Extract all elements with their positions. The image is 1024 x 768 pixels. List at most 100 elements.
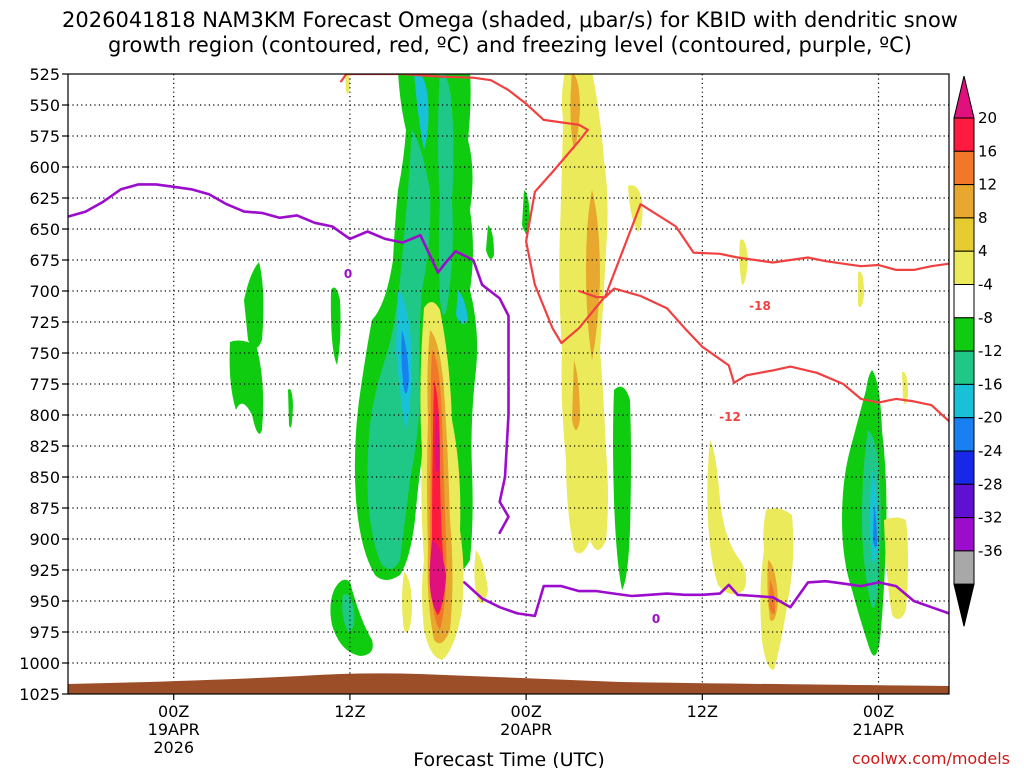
omega-blob (342, 594, 355, 632)
x-tick-label: 12Z (334, 702, 365, 721)
y-tick-label: 650 (29, 220, 60, 239)
omega-blob (707, 440, 747, 594)
omega-blob (858, 271, 864, 308)
omega-blob (456, 290, 468, 324)
colorbar-swatch (953, 284, 975, 319)
colorbar-swatch (953, 450, 975, 485)
y-tick-label: 575 (29, 127, 60, 146)
y-tick-label: 925 (29, 561, 60, 580)
omega-blob (559, 74, 608, 554)
contour-labels: 0 0 -18 -12 (342, 266, 775, 626)
colorbar-swatch (953, 483, 975, 519)
x-tick-label: 2026 (153, 738, 194, 757)
colorbar-label: -8 (978, 309, 993, 327)
colorbar-label: -36 (978, 542, 1003, 560)
freezing-label: 0 (652, 612, 660, 626)
y-tick-label: 1000 (19, 654, 60, 673)
colorbar-bottom-arrow (953, 583, 975, 627)
colorbar-label: 4 (978, 242, 988, 260)
omega-blob (435, 410, 440, 473)
y-tick-label: 1025 (19, 685, 60, 704)
omega-blob (570, 74, 580, 150)
colorbar-label: -16 (978, 375, 1003, 393)
y-tick-label: 525 (29, 65, 60, 84)
y-axis: 525 550 575 600 625 650 675 700 725 750 775 800 825 8… (19, 65, 68, 704)
colorbar-label: 16 (978, 142, 997, 160)
colorbar-swatch (953, 184, 975, 219)
y-tick-label: 875 (29, 499, 60, 518)
freezing-label: 0 (344, 267, 352, 281)
x-axis-title: Forecast Time (UTC) (413, 749, 604, 768)
omega-blob (739, 239, 748, 285)
colorbar-swatch (953, 117, 975, 152)
omega-blob (414, 74, 429, 150)
colorbar-label: -32 (978, 509, 1003, 527)
y-tick-label: 550 (29, 96, 60, 115)
colorbar-label: -28 (978, 475, 1003, 493)
colorbar-label: 12 (978, 176, 997, 194)
omega-blob (401, 330, 409, 394)
colorbar-swatch (953, 317, 975, 352)
omega-blob (330, 287, 341, 365)
omega-blob (474, 550, 488, 604)
freezing-level-contour (68, 183, 510, 535)
dgz-contour (340, 74, 949, 345)
colorbar-swatch (953, 383, 975, 419)
colorbar-label: -24 (978, 442, 1003, 460)
omega-blob (244, 262, 264, 348)
colorbar-label: -4 (978, 276, 993, 294)
colorbar-label: -20 (978, 409, 1003, 427)
x-tick-label: 00Z (863, 702, 894, 721)
chart-title-line1: 2026041818 NAM3KM Forecast Omega (shaded… (62, 8, 958, 32)
y-tick-label: 825 (29, 437, 60, 456)
omega-blob (884, 517, 908, 619)
x-tick-label: 12Z (687, 702, 718, 721)
contour-lines (68, 74, 949, 618)
freezing-level-contour (463, 579, 949, 618)
omega-blob (229, 340, 264, 434)
y-tick-label: 850 (29, 468, 60, 487)
y-tick-label: 975 (29, 623, 60, 642)
colorbar-label: 8 (978, 209, 988, 227)
omega-blob (873, 505, 877, 548)
colorbar-top-arrow (953, 75, 975, 119)
omega-blob (572, 360, 580, 430)
omega-blob (429, 540, 446, 612)
colorbar-swatch (953, 417, 975, 452)
x-tick-label: 19APR (148, 720, 200, 739)
y-tick-label: 750 (29, 344, 60, 363)
omega-blob (902, 371, 908, 404)
y-tick-label: 675 (29, 251, 60, 270)
x-tick-label: 00Z (510, 702, 541, 721)
y-tick-label: 600 (29, 158, 60, 177)
dgz-warm-label: -12 (719, 410, 741, 424)
omega-blob (345, 74, 350, 94)
colorbar-swatch (953, 150, 975, 186)
y-tick-label: 800 (29, 406, 60, 425)
omega-blob (288, 389, 293, 428)
omega-blob (402, 572, 412, 633)
y-tick-label: 625 (29, 189, 60, 208)
omega-blob (628, 185, 643, 232)
colorbar-swatch (953, 517, 975, 552)
omega-blob (586, 190, 600, 360)
x-tick-label: 00Z (158, 702, 189, 721)
x-tick-label: 20APR (500, 720, 552, 739)
colorbar-swatch (953, 350, 975, 385)
colorbar-swatch (953, 550, 975, 585)
credit-text: coolwx.com/models (852, 749, 1010, 768)
omega-blob (438, 74, 454, 315)
y-tick-label: 900 (29, 530, 60, 549)
colorbar-label: -12 (978, 342, 1003, 360)
chart-title-line2: growth region (contoured, red, ºC) and f… (108, 33, 912, 57)
omega-blob (486, 225, 494, 259)
y-tick-label: 725 (29, 313, 60, 332)
omega-blob (613, 386, 631, 590)
terrain-surface (68, 673, 949, 694)
y-tick-label: 950 (29, 592, 60, 611)
colorbar: 20 16 12 8 4 -4 -8 -12 -16 -20 -24 -28 -32 -36 (953, 75, 1003, 627)
colorbar-label: 20 (978, 109, 997, 127)
y-tick-label: 775 (29, 375, 60, 394)
y-tick-label: 700 (29, 282, 60, 301)
